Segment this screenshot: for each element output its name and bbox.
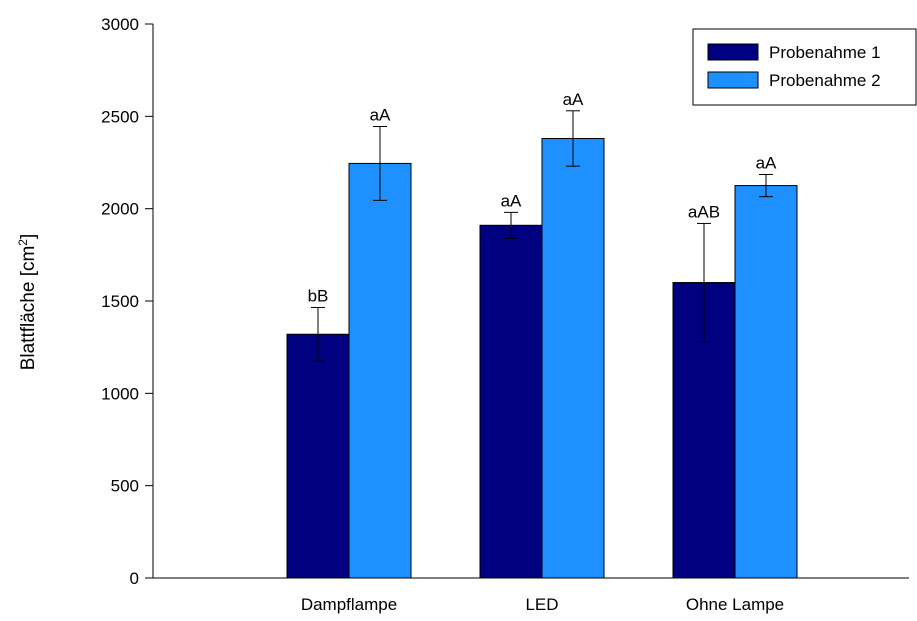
legend-box	[692, 28, 917, 106]
x-tick-label: Dampflampe	[301, 595, 397, 614]
bars	[286, 137, 798, 579]
y-axis: 0 500 1000 1500 2000 2500 3000	[101, 15, 154, 588]
legend-swatch-probenahme-2	[707, 71, 759, 89]
y-tick-label: 2000	[101, 200, 139, 219]
y-tick-label: 2500	[101, 107, 139, 126]
x-tick-label: LED	[525, 595, 558, 614]
bar	[479, 224, 543, 579]
bar	[348, 162, 412, 579]
bar	[541, 137, 605, 579]
y-axis-title: Blattfläche [cm2]	[16, 234, 39, 371]
y-tick-label: 500	[111, 477, 139, 496]
error-bars	[311, 110, 773, 362]
legend-swatch-probenahme-1	[707, 43, 759, 61]
bar	[286, 333, 350, 579]
significance-label: aAB	[688, 202, 720, 221]
significance-label: aA	[756, 154, 777, 173]
legend-label-probenahme-2: Probenahme 2	[769, 71, 881, 90]
significance-label: aA	[370, 105, 391, 124]
bar	[734, 185, 798, 579]
significance-label: aA	[563, 90, 584, 109]
y-tick-label: 3000	[101, 15, 139, 34]
legend-label-probenahme-1: Probenahme 1	[769, 43, 881, 62]
significance-label: bB	[308, 286, 329, 305]
legend: Probenahme 1 Probenahme 2	[692, 28, 917, 106]
y-tick-label: 1000	[101, 384, 139, 403]
y-tick-label: 0	[130, 569, 139, 588]
significance-label: aA	[501, 191, 522, 210]
y-tick-label: 1500	[101, 292, 139, 311]
x-tick-label: Ohne Lampe	[686, 595, 784, 614]
significance-labels: bB aA aA aA aAB aA	[308, 90, 777, 306]
x-axis: Dampflampe LED Ohne Lampe	[153, 577, 909, 614]
